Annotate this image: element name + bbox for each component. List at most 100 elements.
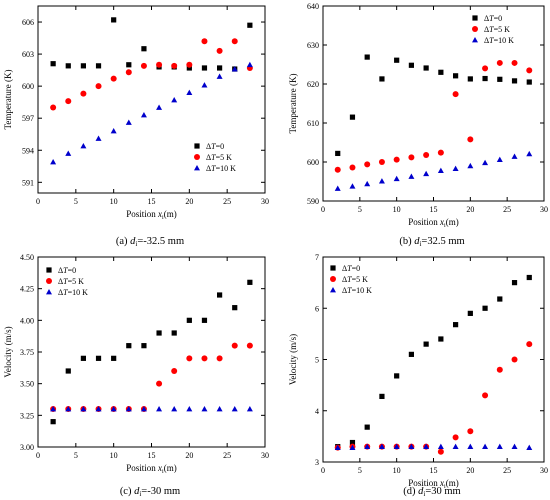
x-axis-label: Position xi(m) bbox=[126, 209, 176, 221]
data-point bbox=[201, 317, 208, 323]
data-point bbox=[526, 150, 533, 157]
y-tick-label: 7 bbox=[315, 253, 319, 262]
x-tick-label: 5 bbox=[358, 466, 362, 475]
x-tick-label: 5 bbox=[74, 197, 78, 206]
x-tick-label: 25 bbox=[223, 451, 231, 460]
data-point bbox=[50, 419, 56, 425]
data-point bbox=[526, 79, 532, 85]
data-point bbox=[349, 439, 356, 446]
y-tick-label: 6 bbox=[315, 304, 319, 313]
data-point bbox=[140, 406, 147, 412]
data-point bbox=[171, 330, 177, 336]
legend-label: ΔT=5 K bbox=[342, 275, 368, 284]
data-point bbox=[496, 59, 503, 66]
data-point bbox=[511, 78, 518, 84]
legend-marker bbox=[46, 278, 52, 284]
data-point bbox=[452, 443, 459, 450]
x-tick-label: 15 bbox=[148, 197, 156, 206]
y-tick-label: 630 bbox=[307, 41, 319, 50]
data-point bbox=[95, 135, 102, 141]
data-point bbox=[526, 67, 533, 74]
data-point bbox=[95, 406, 102, 412]
data-point bbox=[246, 61, 253, 68]
data-point bbox=[216, 355, 223, 362]
data-point bbox=[156, 330, 162, 336]
legend-marker bbox=[330, 265, 336, 271]
x-tick-label: 10 bbox=[393, 466, 401, 475]
data-point bbox=[50, 104, 57, 111]
y-tick-label: 603 bbox=[22, 50, 34, 59]
data-point bbox=[171, 97, 178, 103]
data-point bbox=[65, 63, 71, 69]
data-point bbox=[65, 98, 72, 105]
data-point bbox=[231, 406, 238, 412]
data-point bbox=[379, 76, 385, 82]
data-point bbox=[349, 183, 356, 189]
data-point bbox=[80, 355, 86, 361]
chart-panel-1: 0 5 10 15 20 25 30 591 594 597 600 603 606 Position x… bbox=[3, 5, 269, 248]
data-point bbox=[111, 355, 117, 361]
y-tick-label: 591 bbox=[22, 178, 34, 187]
data-point bbox=[349, 444, 356, 451]
x-tick-label: 30 bbox=[261, 197, 269, 206]
data-point bbox=[217, 292, 223, 298]
legend-marker bbox=[472, 37, 478, 43]
data-point bbox=[50, 159, 57, 165]
legend-marker bbox=[46, 289, 52, 295]
data-point bbox=[186, 355, 193, 362]
x-tick-label: 15 bbox=[430, 466, 438, 475]
data-point bbox=[110, 406, 117, 412]
data-point bbox=[334, 185, 341, 191]
y-tick-label: 594 bbox=[22, 146, 34, 155]
data-point bbox=[467, 443, 474, 450]
data-point bbox=[438, 69, 444, 75]
data-point bbox=[378, 159, 385, 165]
data-point bbox=[408, 154, 415, 161]
chart-panel-4: 0 5 10 15 20 25 30 3 4 5 6 7 Position xi(m) Velocity … bbox=[288, 253, 548, 498]
data-point bbox=[394, 373, 400, 379]
data-point bbox=[423, 151, 430, 158]
x-tick-label: 20 bbox=[185, 197, 193, 206]
legend-label: ΔT=0 bbox=[58, 266, 76, 275]
data-point bbox=[437, 448, 444, 455]
data-point bbox=[364, 54, 370, 60]
data-point bbox=[408, 351, 414, 357]
y-tick-label: 5 bbox=[315, 356, 319, 365]
data-point bbox=[334, 444, 341, 451]
data-point bbox=[125, 406, 132, 412]
data-point bbox=[80, 63, 86, 69]
data-point bbox=[247, 279, 253, 285]
legend-marker bbox=[472, 26, 478, 32]
y-tick-label: 3.25 bbox=[20, 411, 34, 420]
x-tick-label: 0 bbox=[321, 466, 325, 475]
legend: ΔT=0 ΔT=5 K ΔT=10 K bbox=[46, 266, 88, 297]
data-point bbox=[496, 366, 503, 373]
data-point bbox=[186, 317, 192, 323]
legend-label: ΔT=5 K bbox=[206, 153, 232, 162]
y-tick-label: 4.25 bbox=[20, 285, 34, 294]
data-point bbox=[334, 166, 341, 173]
data-point bbox=[482, 305, 488, 311]
data-point bbox=[437, 149, 444, 156]
data-point bbox=[423, 170, 430, 177]
data-point bbox=[201, 38, 208, 45]
data-point bbox=[453, 73, 459, 79]
y-tick-label: 4.50 bbox=[20, 253, 34, 262]
data-point bbox=[408, 173, 415, 179]
data-point bbox=[110, 128, 117, 134]
y-tick-label: 3.50 bbox=[20, 380, 34, 389]
data-point bbox=[496, 156, 503, 163]
data-point bbox=[467, 76, 473, 82]
x-tick-label: 5 bbox=[358, 205, 362, 214]
y-tick-label: 597 bbox=[22, 114, 34, 123]
y-tick-label: 600 bbox=[22, 82, 34, 91]
data-point bbox=[201, 82, 208, 88]
data-point bbox=[156, 104, 163, 110]
data-point bbox=[247, 22, 253, 28]
data-point bbox=[216, 73, 223, 79]
chart-panel-2: 0 5 10 15 20 25 30 590 600 610 620 630 640 Position x… bbox=[288, 2, 548, 248]
x-axis-label: Position xi(m) bbox=[126, 463, 176, 475]
y-axis-label: Temperature (K) bbox=[3, 69, 13, 129]
legend-label: ΔT=10 K bbox=[342, 286, 372, 295]
data-point bbox=[186, 65, 192, 71]
